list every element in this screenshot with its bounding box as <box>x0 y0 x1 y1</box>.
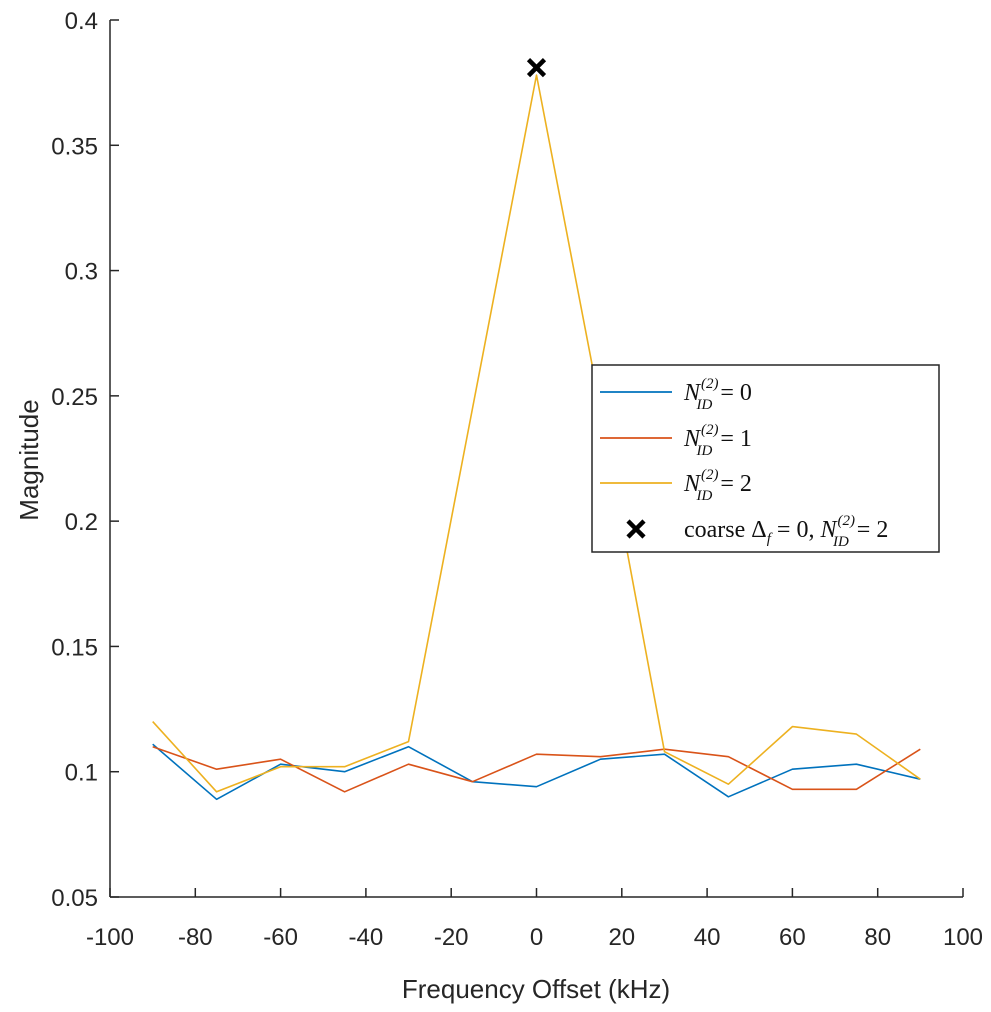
y-tick-label: 0.2 <box>65 509 98 536</box>
axes: -100 -80 -60 -40 -20 0 20 40 60 80 100 0.05 0.1 0.15 0… <box>51 8 983 951</box>
legend-box <box>591 364 940 553</box>
x-tick-label: -60 <box>263 924 298 951</box>
series-line-0 <box>152 743 921 801</box>
legend-label: N(2) ID = 0 <box>683 376 752 413</box>
x-tick-label: 100 <box>943 924 983 951</box>
peak-marker <box>526 58 547 78</box>
legend-item-0: N(2) ID = 0 <box>600 376 752 413</box>
x-tick-label: -100 <box>86 924 134 951</box>
y-tick-label: 0.3 <box>65 259 98 286</box>
series-line-2 <box>152 74 921 793</box>
legend-item-marker: coarse Δf = 0, N(2) ID = 2 <box>626 513 888 550</box>
marker-group <box>526 58 547 78</box>
legend-item-2: N(2) ID = 2 <box>600 467 752 504</box>
x-axis-title: Frequency Offset (kHz) <box>402 974 670 1004</box>
legend: N(2) ID = 0 N(2) ID = 1 N(2) ID = 2 coarse Δf = 0… <box>591 364 940 553</box>
series-line-1 <box>152 745 921 793</box>
x-tick-label: 60 <box>779 924 806 951</box>
y-tick-label: 0.25 <box>51 384 98 411</box>
y-tick-label: 0.1 <box>65 760 98 787</box>
x-tick-label: -40 <box>349 924 384 951</box>
x-tick-label: -80 <box>178 924 213 951</box>
legend-label: coarse Δf = 0, N(2) ID = 2 <box>684 513 888 550</box>
y-tick-label: 0.4 <box>65 8 98 35</box>
x-tick-label: 40 <box>694 924 721 951</box>
y-tick-label: 0.15 <box>51 634 98 661</box>
x-tick-label: 20 <box>608 924 635 951</box>
legend-label: N(2) ID = 2 <box>683 467 752 504</box>
y-tick-label: 0.35 <box>51 133 98 160</box>
y-tick-label: 0.05 <box>51 885 98 912</box>
x-tick-label: 0 <box>530 924 543 951</box>
x-tick-label: -20 <box>434 924 469 951</box>
y-axis-title: Magnitude <box>14 399 44 520</box>
legend-label: N(2) ID = 1 <box>683 422 752 459</box>
series-group <box>152 74 921 801</box>
legend-item-1: N(2) ID = 1 <box>600 422 752 459</box>
x-tick-label: 80 <box>864 924 891 951</box>
